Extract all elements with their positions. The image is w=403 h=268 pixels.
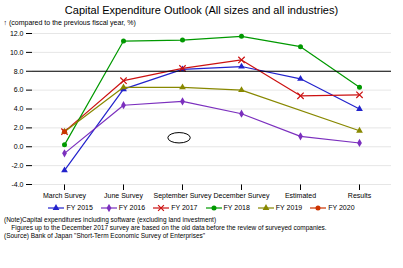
svg-text:12.0: 12.0 — [10, 30, 24, 37]
svg-text:June Survey: June Survey — [104, 192, 143, 200]
html-text:Capital Expenditure Outlook (A: Capital Expenditure Outlook (All sizes a… — [64, 4, 339, 16]
html-text:(Source) Bank of Japan "Short-: (Source) Bank of Japan "Short-Term Econo… — [4, 232, 206, 239]
svg-text:Results: Results — [348, 192, 372, 199]
html-text:FY 2016: FY 2016 — [118, 204, 146, 211]
html-text:FY 2015: FY 2015 — [66, 204, 93, 211]
svg-text:↑ (compared to the previous fi: ↑ (compared to the previous fiscal year,… — [4, 19, 136, 27]
svg-text:March Survey: March Survey — [43, 192, 87, 200]
svg-text:0.0: 0.0 — [14, 143, 24, 150]
svg-text:4.0: 4.0 — [14, 105, 24, 112]
svg-text:2.0: 2.0 — [14, 124, 24, 131]
html-text:FY 2018: FY 2018 — [223, 204, 250, 211]
svg-text:September Survey: September Survey — [154, 192, 212, 200]
html-text:FY 2019: FY 2019 — [275, 204, 303, 211]
html-text:FY 2020: FY 2020 — [328, 204, 355, 211]
svg-text:-4.0: -4.0 — [11, 181, 23, 188]
html-text:FY 2017: FY 2017 — [171, 204, 198, 211]
svg-text:8.0: 8.0 — [14, 67, 24, 74]
html-text:Figures up to the December 201: Figures up to the December 2017 survey a… — [4, 224, 327, 231]
svg-text:-2.0: -2.0 — [11, 162, 23, 169]
svg-text:Estimated: Estimated — [285, 192, 316, 199]
svg-text:December Survey: December Survey — [213, 192, 270, 200]
svg-text:6.0: 6.0 — [14, 86, 24, 93]
svg-text:10.0: 10.0 — [10, 49, 24, 56]
html-text:(Note)Capital expenditures inc: (Note)Capital expenditures including sof… — [4, 216, 217, 223]
